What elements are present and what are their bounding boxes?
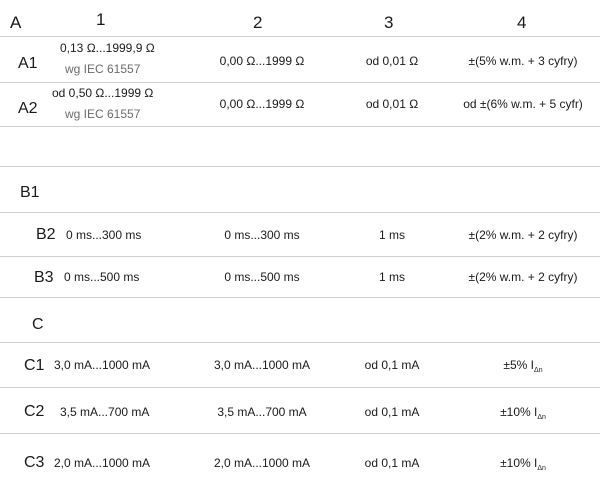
row-label-c3: C3 [24, 454, 45, 471]
divider [0, 387, 600, 388]
row-label-a2: A2 [18, 100, 38, 117]
b3-col1: 0 ms...500 ms [64, 270, 140, 284]
row-label-a1: A1 [18, 55, 38, 72]
c2-col4: ±10% IΔn [500, 405, 546, 421]
c2-col1: 3,5 mA...700 mA [60, 405, 150, 419]
b3-col2: 0 ms...500 ms [224, 270, 300, 284]
divider [0, 36, 600, 37]
row-label-c1: C1 [24, 357, 45, 374]
c1-col1: 3,0 mA...1000 mA [54, 358, 151, 372]
header-col-1: 1 [96, 10, 106, 29]
c1-col4: ±5% IΔn [503, 358, 543, 374]
a2-col3: od 0,01 Ω [365, 97, 419, 111]
b2-col2: 0 ms...300 ms [224, 228, 300, 242]
a1-col4: ±(5% w.m. + 3 cyfry) [468, 54, 578, 68]
c3-col2: 2,0 mA...1000 mA [213, 456, 311, 470]
b3-col4: ±(2% w.m. + 2 cyfry) [468, 270, 578, 284]
divider [0, 342, 600, 343]
c1-col2: 3,0 mA...1000 mA [213, 358, 311, 372]
divider [0, 256, 600, 257]
header-a: A [10, 13, 22, 32]
divider [0, 212, 600, 213]
row-label-b3: B3 [34, 269, 54, 286]
c2-col2: 3,5 mA...700 mA [217, 405, 307, 419]
c3-col1: 2,0 mA...1000 mA [54, 456, 151, 470]
b2-col3: 1 ms [378, 228, 406, 242]
a1-col1: 0,13 Ω...1999,9 Ω [60, 41, 155, 55]
b2-col4: ±(2% w.m. + 2 cyfry) [468, 228, 578, 242]
b3-col3: 1 ms [378, 270, 406, 284]
c3-col3: od 0,1 mA [364, 456, 420, 470]
divider [0, 82, 600, 83]
header-col-2: 2 [253, 13, 263, 32]
divider [0, 166, 600, 167]
b2-col1: 0 ms...300 ms [66, 228, 142, 242]
divider [0, 297, 600, 298]
header-col-3: 3 [384, 13, 394, 32]
row-label-b1: B1 [20, 184, 40, 201]
a2-col4: od ±(6% w.m. + 5 cyfr) [463, 97, 583, 111]
row-label-c2: C2 [24, 403, 45, 420]
c2-col3: od 0,1 mA [364, 405, 420, 419]
a1-col2: 0,00 Ω...1999 Ω [219, 54, 305, 68]
divider [0, 126, 600, 127]
a2-col1-standard: wg IEC 61557 [65, 107, 141, 121]
a1-col1-standard: wg IEC 61557 [65, 62, 141, 76]
header-col-4: 4 [517, 13, 527, 32]
row-label-c: C [32, 316, 44, 333]
divider [0, 433, 600, 434]
a1-col3: od 0,01 Ω [365, 54, 419, 68]
a2-col1: od 0,50 Ω...1999 Ω [52, 86, 154, 100]
row-label-b2: B2 [36, 226, 56, 243]
c1-col3: od 0,1 mA [364, 358, 420, 372]
c3-col4: ±10% IΔn [500, 456, 546, 472]
a2-col2: 0,00 Ω...1999 Ω [219, 97, 305, 111]
